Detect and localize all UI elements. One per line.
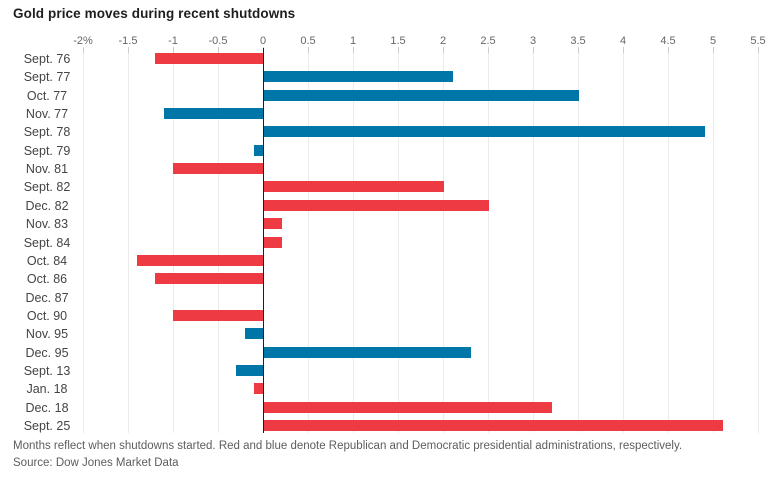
- grid-line: [398, 53, 399, 433]
- row-label: Oct. 90: [26, 308, 68, 323]
- axis-tick: [758, 47, 759, 53]
- bar: [264, 89, 579, 101]
- row-label: Sept. 79: [23, 143, 71, 158]
- row-label: Dec. 87: [25, 290, 69, 305]
- bar: [264, 218, 282, 230]
- axis-tick: [398, 47, 399, 53]
- axis-tick-label: 3: [529, 35, 537, 47]
- bar: [155, 53, 263, 64]
- bar: [236, 364, 263, 376]
- bar: [164, 108, 263, 120]
- bar: [264, 199, 489, 211]
- row-label: Nov. 83: [25, 217, 69, 232]
- axis-tick-label: 5: [709, 35, 717, 47]
- chart-note: Months reflect when shutdowns started. R…: [13, 440, 683, 452]
- grid-line: [713, 53, 714, 433]
- row-label: Sept. 13: [23, 363, 71, 378]
- axis-tick-label: -1: [168, 35, 178, 47]
- axis-tick: [173, 47, 174, 53]
- axis-tick: [713, 47, 714, 53]
- grid-line: [308, 53, 309, 433]
- axis-tick-label: -1.5: [118, 35, 138, 47]
- axis-tick-label: 4: [619, 35, 627, 47]
- bar: [264, 236, 282, 248]
- row-label: Sept. 25: [23, 419, 71, 433]
- row-label: Nov. 81: [25, 162, 69, 177]
- bar: [264, 346, 471, 358]
- zero-baseline: [262, 48, 264, 433]
- row-label: Oct. 84: [26, 253, 68, 268]
- axis-tick: [623, 47, 624, 53]
- bar: [173, 309, 263, 321]
- bar: [245, 328, 263, 340]
- grid-line: [623, 53, 624, 433]
- chart-title: Gold price moves during recent shutdowns: [13, 6, 296, 21]
- bar: [264, 401, 552, 413]
- grid-line: [353, 53, 354, 433]
- axis-tick-label: -2%: [73, 35, 93, 47]
- bar: [254, 144, 263, 156]
- grid-line: [128, 53, 129, 433]
- axis-tick: [488, 47, 489, 53]
- bar: [254, 383, 263, 395]
- grid-line: [758, 53, 759, 433]
- axis-tick: [218, 47, 219, 53]
- bar: [137, 254, 263, 266]
- axis-tick-label: 2.5: [480, 35, 496, 47]
- row-label: Oct. 86: [26, 272, 68, 287]
- grid-line: [578, 53, 579, 433]
- grid-line: [173, 53, 174, 433]
- axis-tick-label: 2: [439, 35, 447, 47]
- row-label: Sept. 76: [23, 52, 71, 66]
- axis-tick-label: 5.5: [750, 35, 766, 47]
- axis-tick-label: 4.5: [660, 35, 676, 47]
- axis-tick-label: -0.5: [208, 35, 228, 47]
- bar: [264, 420, 723, 431]
- axis-tick-label: 1.5: [390, 35, 406, 47]
- row-label: Sept. 77: [23, 70, 71, 85]
- grid-line: [83, 53, 84, 433]
- row-label: Nov. 77: [25, 107, 69, 122]
- axis-tick: [353, 47, 354, 53]
- axis-tick-label: 3.5: [570, 35, 586, 47]
- grid-line: [218, 53, 219, 433]
- bar: [264, 126, 705, 138]
- bar: [155, 273, 263, 285]
- chart-footer: Months reflect when shutdowns started. R…: [13, 440, 682, 474]
- row-label: Dec. 82: [25, 198, 69, 213]
- row-label: Sept. 84: [23, 235, 71, 250]
- axis-tick-label: 0.5: [300, 35, 316, 47]
- grid-line: [443, 53, 444, 433]
- row-label: Dec. 18: [25, 400, 69, 415]
- axis-tick-label: 1: [349, 35, 357, 47]
- axis-tick: [533, 47, 534, 53]
- row-label: Dec. 95: [25, 345, 69, 360]
- axis-tick: [83, 47, 84, 53]
- axis-tick: [668, 47, 669, 53]
- bar: [264, 181, 444, 193]
- row-label: Jan. 18: [26, 382, 68, 397]
- row-label: Oct. 77: [26, 88, 68, 103]
- row-label: Sept. 82: [23, 180, 71, 195]
- axis-tick: [578, 47, 579, 53]
- grid-line: [488, 53, 489, 433]
- axis-tick-label: 0: [259, 35, 267, 47]
- row-label: Sept. 78: [23, 125, 71, 140]
- bar: [264, 71, 453, 83]
- chart-source: Source: Dow Jones Market Data: [13, 457, 179, 469]
- bar: [173, 163, 263, 175]
- grid-line: [668, 53, 669, 433]
- axis-tick: [443, 47, 444, 53]
- axis-tick: [128, 47, 129, 53]
- row-label: Nov. 95: [25, 327, 69, 342]
- grid-line: [533, 53, 534, 433]
- axis-tick: [308, 47, 309, 53]
